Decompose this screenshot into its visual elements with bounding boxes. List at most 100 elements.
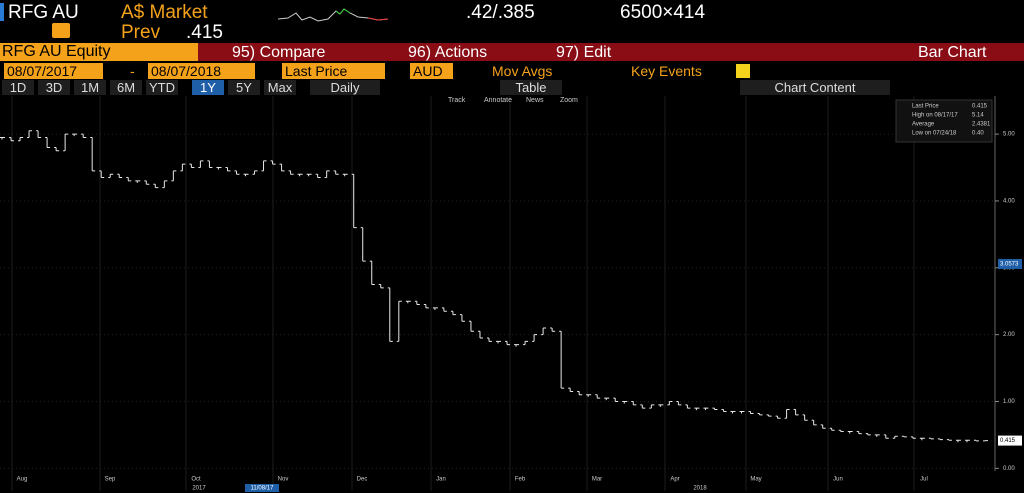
price-bar: [90, 136, 96, 172]
price-bar: [694, 407, 700, 411]
price-bar: [685, 404, 691, 409]
period-button[interactable]: Max: [264, 80, 296, 95]
price-bar: [414, 300, 420, 306]
x-tick-label: Jun: [833, 477, 843, 483]
price-bar: [595, 394, 601, 399]
price-bar: [955, 439, 961, 443]
price-bar: [243, 173, 249, 177]
price-bar: [496, 340, 502, 344]
start-date[interactable]: 08/07/2017: [4, 63, 103, 79]
legend-value: 0.415: [972, 104, 988, 110]
x-tick-label: Jan: [436, 477, 446, 483]
tool[interactable]: News: [526, 97, 544, 104]
view: Bar Chart: [918, 44, 987, 61]
price-bar: [649, 404, 655, 409]
legend-value: 0.40: [972, 131, 984, 137]
price-bar: [892, 435, 898, 439]
price-bar: [315, 173, 321, 179]
price-bar: [874, 434, 880, 437]
price-bar: [847, 431, 853, 434]
price-bar: [252, 170, 258, 175]
price-bar: [279, 163, 285, 172]
price-bar: [207, 160, 213, 169]
period-button[interactable]: 1D: [2, 80, 34, 95]
price-bar: [180, 163, 186, 172]
price-bar: [468, 320, 474, 332]
edit[interactable]: 97) Edit: [556, 44, 612, 61]
price-bar: [811, 419, 817, 426]
tool[interactable]: Zoom: [560, 97, 578, 104]
price-bar: [586, 394, 592, 397]
x-tick-label: Oct: [191, 477, 201, 483]
frequency[interactable]: Daily: [310, 80, 380, 95]
chart-content[interactable]: Chart Content: [740, 80, 890, 95]
price-bar: [946, 439, 952, 441]
price-bar: [9, 136, 15, 142]
actions[interactable]: 96) Actions: [408, 44, 488, 61]
price-bar: [387, 287, 393, 342]
period-button[interactable]: 1M: [74, 80, 106, 95]
price-bar: [730, 411, 736, 414]
sparkline: [278, 8, 389, 22]
price-bar: [171, 170, 177, 182]
price-bar: [658, 404, 664, 407]
price-bar: [27, 130, 33, 138]
price-bar: [667, 400, 673, 406]
price-bar: [928, 437, 934, 440]
legend-label: Low on 07/24/18: [912, 131, 957, 137]
price-bar: [784, 409, 790, 419]
marker-label: 0.415: [1000, 438, 1016, 444]
period-button[interactable]: 5Y: [228, 80, 260, 95]
separator: -: [130, 63, 135, 79]
chart: 0.001.002.003.004.005.00AugSepOctNovDecJ…: [0, 96, 1022, 492]
price-bar: [63, 133, 69, 152]
price-bar: [405, 300, 411, 304]
price-bar: [505, 340, 511, 346]
legend-box: [895, 99, 993, 143]
x-tick-label: Aug: [17, 477, 28, 483]
price-bar: [856, 431, 862, 435]
compare[interactable]: 95) Compare: [232, 44, 326, 61]
period-button[interactable]: 3D: [38, 80, 70, 95]
cursor-box: [245, 484, 279, 492]
table[interactable]: Table: [500, 80, 562, 95]
period-button[interactable]: YTD: [146, 80, 178, 95]
x-tick-label: Feb: [515, 477, 526, 483]
price-bar: [288, 170, 294, 175]
period-button[interactable]: 6M: [110, 80, 142, 95]
end-date[interactable]: 08/07/2018: [148, 63, 255, 79]
field[interactable]: Last Price: [282, 63, 385, 79]
price-bar: [559, 330, 565, 389]
key-events[interactable]: Key Events: [631, 63, 702, 79]
x-tick-label: Mar: [592, 477, 602, 483]
price-bar: [622, 400, 628, 404]
x-tick-label: May: [750, 477, 761, 483]
x-tick-label: Sep: [105, 477, 116, 483]
price-bar: [54, 146, 60, 152]
price-bar: [712, 407, 718, 411]
mov-avgs[interactable]: Mov Avgs: [492, 63, 553, 79]
info-icon[interactable]: [736, 64, 750, 78]
year-label: 2017: [192, 486, 206, 492]
icon[interactable]: [52, 23, 70, 38]
marker-box: [998, 435, 1022, 446]
period-button[interactable]: 1Y: [192, 80, 224, 95]
price-bar: [802, 414, 808, 421]
price-bar: [423, 304, 429, 309]
x-tick-label: Apr: [670, 477, 679, 483]
x-tick-label: Jul: [920, 477, 928, 483]
price-bar: [973, 439, 979, 442]
tool[interactable]: Annotate: [484, 97, 513, 104]
price-bar: [81, 133, 87, 138]
price-bar: [820, 424, 826, 429]
price-bar: [432, 307, 438, 310]
x-tick-label: Dec: [357, 477, 368, 483]
price-bar: [162, 180, 168, 189]
price-bar: [577, 390, 583, 396]
tool[interactable]: Track: [448, 97, 466, 104]
price-bar: [369, 260, 375, 285]
currency[interactable]: AUD: [410, 63, 453, 79]
price-bar: [18, 136, 24, 142]
security[interactable]: RFG AU Equity: [0, 43, 198, 61]
price-bar: [459, 314, 465, 322]
